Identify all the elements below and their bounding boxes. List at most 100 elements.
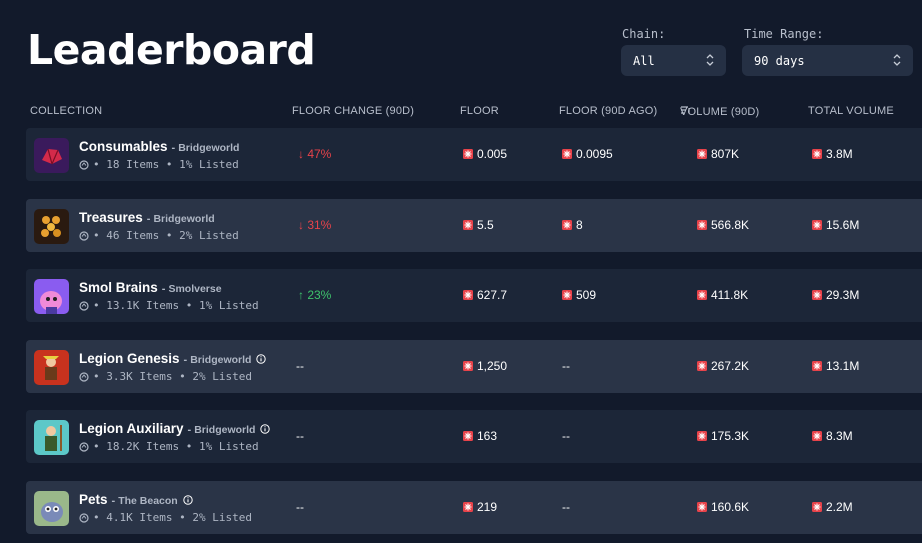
header-total-volume[interactable]: TOTAL VOLUME [808, 105, 894, 117]
sort-icon [681, 106, 690, 114]
magic-token-icon [562, 149, 572, 159]
header-volume-label: VOLUME (90D) [680, 106, 760, 118]
floor-change-cell: -- [296, 359, 304, 373]
floor-value: 219 [477, 500, 498, 514]
chain-select[interactable]: All [621, 45, 726, 76]
magic-token-icon [812, 361, 822, 371]
floor-value: 1,250 [477, 359, 508, 373]
collection-title[interactable]: Legion Genesis - Bridgeworld [79, 351, 267, 366]
magic-token-icon [463, 361, 473, 371]
magic-token-icon [812, 290, 822, 300]
collection-separator: - [171, 142, 176, 154]
floor-value: 5.5 [477, 218, 494, 232]
magic-token-icon [697, 290, 707, 300]
header-collection[interactable]: COLLECTION [30, 105, 103, 117]
chevron-updown-icon [706, 54, 714, 66]
magic-token-icon [463, 502, 473, 512]
collection-meta-text: • 4.1K Items • 2% Listed [93, 511, 252, 524]
collection-title[interactable]: Consumables - Bridgeworld [79, 139, 239, 154]
pets-icon[interactable] [34, 491, 69, 526]
legion-auxiliary-icon[interactable] [34, 420, 69, 455]
chain-select-value: All [633, 53, 655, 68]
collection-name[interactable]: Legion Genesis [79, 351, 180, 366]
floor-ago-cell: -- [562, 500, 570, 514]
floor-change-cell: -- [296, 500, 304, 514]
header-volume[interactable]: VOLUME (90D) [680, 105, 759, 118]
total-volume-value: 3.8M [826, 147, 853, 161]
header-floor-change[interactable]: FLOOR CHANGE (90D) [292, 105, 415, 117]
chain-icon [79, 300, 89, 311]
collection-project: Bridgeworld [190, 354, 252, 366]
floor-cell: 163 [463, 429, 497, 443]
treasures-icon[interactable] [34, 209, 69, 244]
collection-name[interactable]: Treasures [79, 210, 143, 225]
table-row[interactable]: Legion Auxiliary - Bridgeworld • 18.2K Item… [26, 410, 922, 463]
total-volume-value: 2.2M [826, 500, 853, 514]
legion-genesis-icon[interactable] [34, 350, 69, 385]
floor-ago-value: 0.0095 [576, 147, 613, 161]
table-row[interactable]: Smol Brains - Smolverse • 13.1K Items • 1% … [26, 269, 922, 322]
volume-value: 566.8K [711, 218, 750, 232]
volume-value: 160.6K [711, 500, 750, 514]
collection-project: Bridgeworld [153, 213, 215, 225]
collection-project: Bridgeworld [194, 424, 256, 436]
collection-meta-text: • 18.2K Items • 1% Listed [93, 440, 259, 453]
time-range-select[interactable]: 90 days [742, 45, 913, 76]
info-icon[interactable] [256, 354, 267, 364]
chain-icon [79, 159, 89, 170]
floor-ago-cell: 0.0095 [562, 147, 613, 161]
collection-title[interactable]: Treasures - Bridgeworld [79, 210, 215, 225]
collection-name[interactable]: Consumables [79, 139, 168, 154]
table-row[interactable]: Consumables - Bridgeworld • 18 Items • 1% L… [26, 128, 922, 181]
floor-cell: 219 [463, 500, 497, 514]
info-icon[interactable] [183, 495, 193, 505]
collection-separator: - [161, 283, 166, 295]
collection-separator: - [111, 495, 116, 507]
collection-meta-text: • 3.3K Items • 2% Listed [93, 370, 252, 383]
table-row[interactable]: Pets - The Beacon • 4.1K Items • 2% Listed -… [26, 481, 922, 534]
floor-cell: 627.7 [463, 288, 507, 302]
floor-change-cell: ↑ 23% [298, 288, 332, 302]
magic-token-icon [463, 431, 473, 441]
smol-brains-icon[interactable] [34, 279, 69, 314]
floor-ago-cell: 509 [562, 288, 596, 302]
floor-ago-value: 8 [576, 218, 583, 232]
collection-meta: • 18 Items • 1% Listed [79, 158, 239, 171]
magic-token-icon [697, 361, 707, 371]
consumables-icon[interactable] [34, 138, 69, 173]
magic-token-icon [463, 290, 473, 300]
collection-name[interactable]: Pets [79, 492, 108, 507]
collection-meta: • 18.2K Items • 1% Listed [79, 440, 259, 453]
header-floor-ago[interactable]: FLOOR (90D AGO) [559, 105, 658, 117]
total-volume-value: 15.6M [826, 218, 860, 232]
chain-filter-label: Chain: [622, 27, 666, 41]
collection-meta: • 3.3K Items • 2% Listed [79, 370, 252, 383]
magic-token-icon [697, 502, 707, 512]
table-row[interactable]: Treasures - Bridgeworld • 46 Items • 2% Lis… [26, 199, 922, 252]
header-floor[interactable]: FLOOR [460, 105, 499, 117]
page-title: Leaderboard [27, 26, 316, 74]
collection-name[interactable]: Smol Brains [79, 280, 158, 295]
volume-cell: 807K [697, 147, 739, 161]
magic-token-icon [463, 149, 473, 159]
magic-token-icon [697, 431, 707, 441]
collection-project: Bridgeworld [178, 142, 240, 154]
floor-ago-cell: -- [562, 359, 570, 373]
collection-title[interactable]: Legion Auxiliary - Bridgeworld [79, 421, 271, 436]
time-range-filter-label: Time Range: [744, 27, 824, 41]
collection-meta: • 46 Items • 2% Listed [79, 229, 239, 242]
magic-token-icon [812, 220, 822, 230]
floor-ago-value: 509 [576, 288, 597, 302]
info-icon[interactable] [260, 424, 271, 434]
collection-name[interactable]: Legion Auxiliary [79, 421, 184, 436]
total-volume-value: 13.1M [826, 359, 860, 373]
collection-meta: • 4.1K Items • 2% Listed [79, 511, 252, 524]
magic-token-icon [463, 220, 473, 230]
collection-title[interactable]: Smol Brains - Smolverse [79, 280, 222, 295]
floor-cell: 1,250 [463, 359, 507, 373]
floor-value: 163 [477, 429, 498, 443]
table-row[interactable]: Legion Genesis - Bridgeworld • 3.3K Items •… [26, 340, 922, 393]
collection-title[interactable]: Pets - The Beacon [79, 492, 193, 507]
collection-project: The Beacon [118, 495, 178, 507]
volume-cell: 566.8K [697, 218, 749, 232]
